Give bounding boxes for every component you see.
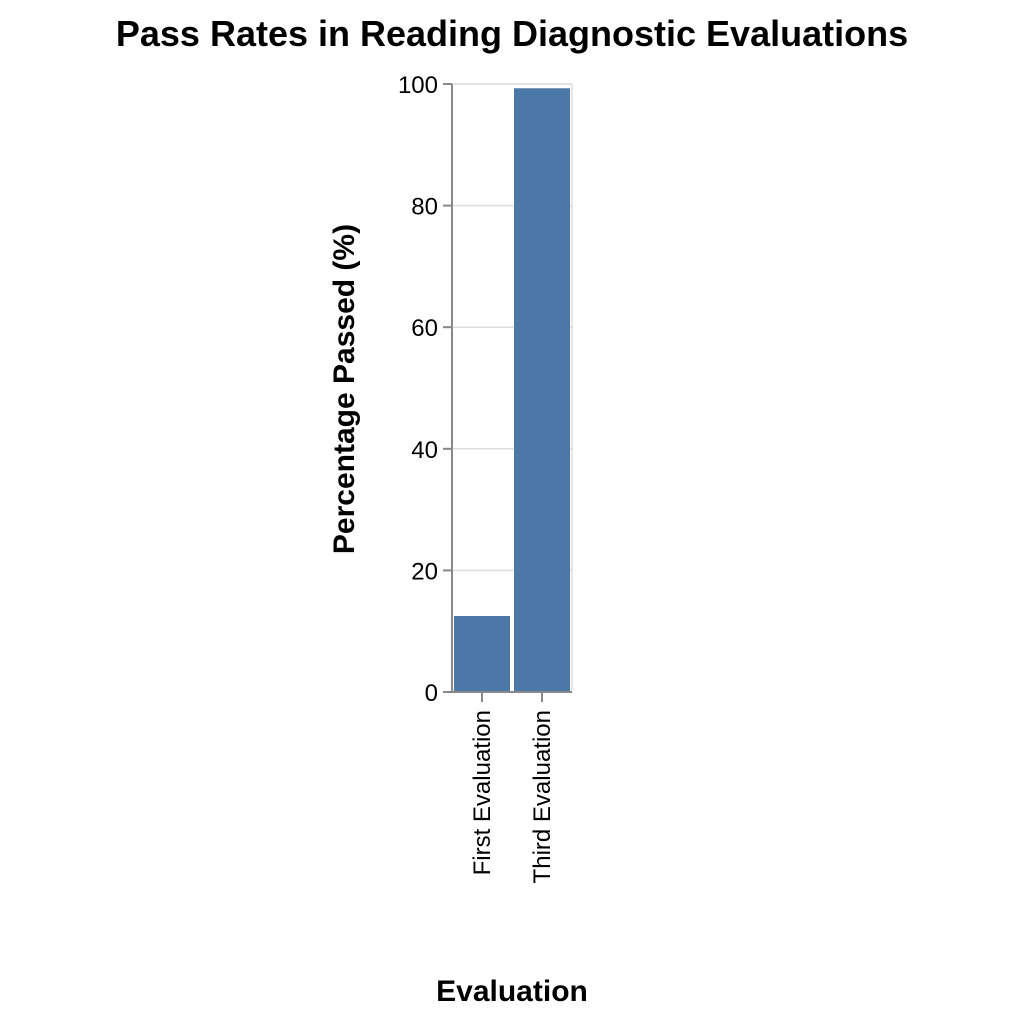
y-tick-label: 80 <box>411 194 438 221</box>
y-tick-label: 20 <box>411 558 438 585</box>
bar-first-evaluation <box>454 616 510 692</box>
y-tick-labels: 0 20 40 60 80 100 <box>398 72 438 707</box>
bar-third-evaluation <box>514 88 570 693</box>
axes <box>443 83 572 702</box>
chart-title: Pass Rates in Reading Diagnostic Evaluat… <box>116 13 908 54</box>
y-axis-title: Percentage Passed (%) <box>328 224 361 554</box>
x-tick-label: First Evaluation <box>469 710 496 875</box>
gridlines <box>452 83 573 692</box>
x-axis-title: Evaluation <box>436 975 588 1008</box>
y-tick-label: 0 <box>425 680 438 707</box>
bars <box>454 88 570 693</box>
y-tick-label: 100 <box>398 72 438 99</box>
y-tick-label: 40 <box>411 437 438 464</box>
x-tick-label: Third Evaluation <box>529 710 556 883</box>
y-tick-label: 60 <box>411 315 438 342</box>
x-tick-labels: First Evaluation Third Evaluation <box>469 710 556 883</box>
